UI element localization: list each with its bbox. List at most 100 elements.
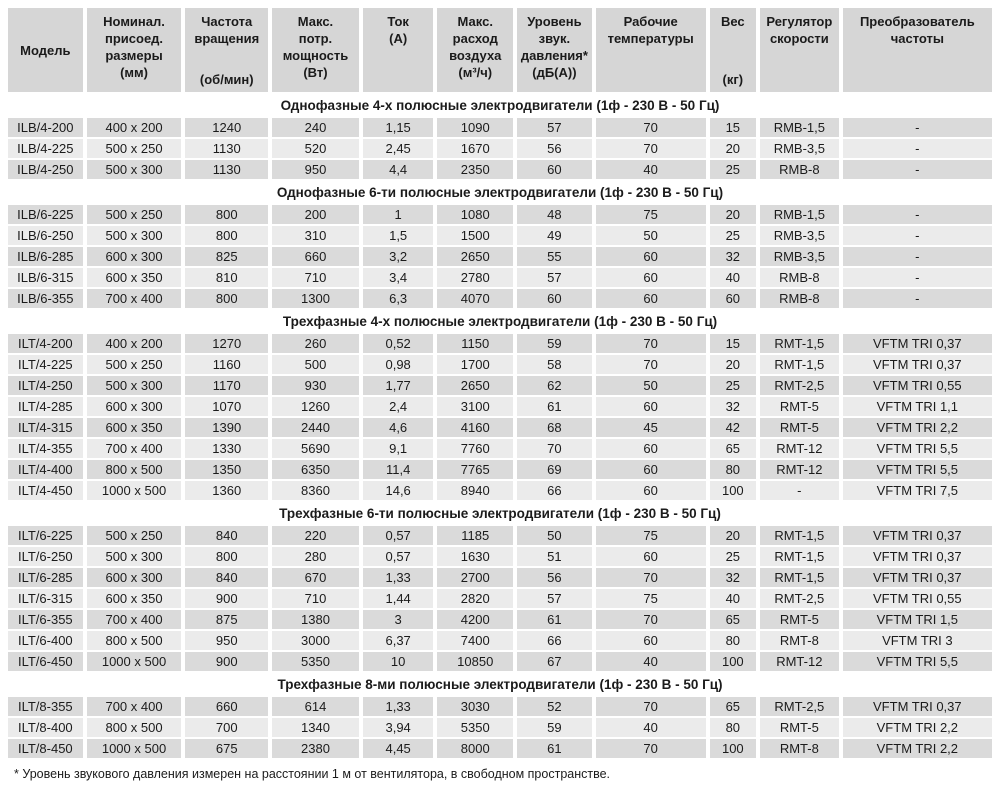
cell-sound: 57 (517, 268, 592, 287)
column-header-label: присоед. (104, 31, 164, 46)
column-header-label: Регулятор (766, 14, 833, 29)
cell-airflow: 7760 (437, 439, 514, 458)
cell-current: 1,33 (362, 697, 434, 716)
cell-regulator: RMT-1,5 (760, 355, 839, 374)
cell-power: 660 (272, 247, 359, 266)
cell-temp: 50 (595, 226, 706, 245)
column-header-label: Макс. (297, 14, 334, 29)
cell-model: ILB/6-285 (8, 247, 83, 266)
cell-sound: 48 (517, 205, 592, 224)
cell-converter: VFTM TRI 3 (842, 631, 992, 650)
cell-airflow: 5350 (437, 718, 514, 737)
column-header-dims: Номинал. присоед. размеры (мм) (86, 8, 182, 92)
cell-temp: 60 (595, 397, 706, 416)
cell-dims: 600 x 350 (86, 268, 182, 287)
cell-model: ILT/4-225 (8, 355, 83, 374)
cell-regulator: RMT-12 (760, 439, 839, 458)
cell-regulator: RMB-1,5 (760, 205, 839, 224)
cell-model: ILB/4-225 (8, 139, 83, 158)
cell-current: 3 (362, 610, 434, 629)
column-header-label: мощность (282, 48, 349, 63)
cell-current: 4,45 (362, 739, 434, 758)
cell-sound: 60 (517, 289, 592, 308)
cell-weight: 65 (709, 610, 757, 629)
cell-current: 1,33 (362, 568, 434, 587)
cell-weight: 25 (709, 376, 757, 395)
cell-weight: 80 (709, 718, 757, 737)
column-header-weight: Вес (кг) (709, 8, 757, 92)
column-header-label: (Вт) (303, 65, 328, 80)
cell-airflow: 2820 (437, 589, 514, 608)
cell-regulator: RMT-5 (760, 397, 839, 416)
cell-dims: 500 x 250 (86, 355, 182, 374)
cell-weight: 100 (709, 481, 757, 500)
table-row: ILB/6-355 700 x 400 800 1300 6,3 4070 60 60 60 RM… (8, 289, 992, 308)
cell-airflow: 1670 (437, 139, 514, 158)
table-row: ILT/4-315 600 x 350 1390 2440 4,6 4160 68 45 42 R… (8, 418, 992, 437)
cell-regulator: RMT-12 (760, 652, 839, 671)
cell-power: 1300 (272, 289, 359, 308)
column-header-sound: Уровень звук. давления* (дБ(А)) (517, 8, 592, 92)
cell-temp: 60 (595, 289, 706, 308)
cell-temp: 70 (595, 139, 706, 158)
table-row: ILT/6-315 600 x 350 900 710 1,44 2820 57 75 40 RM… (8, 589, 992, 608)
cell-regulator: RMB-1,5 (760, 118, 839, 137)
cell-current: 1,77 (362, 376, 434, 395)
cell-converter: - (842, 118, 992, 137)
cell-weight: 20 (709, 205, 757, 224)
cell-dims: 500 x 300 (86, 226, 182, 245)
cell-airflow: 2350 (437, 160, 514, 179)
cell-converter: VFTM TRI 0,37 (842, 697, 992, 716)
table-row: ILT/4-225 500 x 250 1160 500 0,98 1700 58 70 20 R… (8, 355, 992, 374)
cell-sound: 57 (517, 118, 592, 137)
section-title: Трехфазные 6-ти полюсные электродвигател… (8, 502, 992, 524)
cell-temp: 40 (595, 718, 706, 737)
cell-airflow: 2700 (437, 568, 514, 587)
cell-power: 240 (272, 118, 359, 137)
column-header-label: воздуха (449, 48, 502, 63)
cell-sound: 62 (517, 376, 592, 395)
cell-converter: VFTM TRI 0,37 (842, 547, 992, 566)
table-row: ILB/4-225 500 x 250 1130 520 2,45 1670 56 70 20 R… (8, 139, 992, 158)
cell-weight: 20 (709, 526, 757, 545)
cell-dims: 700 x 400 (86, 439, 182, 458)
cell-model: ILT/4-285 (8, 397, 83, 416)
column-header-label: потр. (298, 31, 333, 46)
column-header-label: размеры (105, 48, 163, 63)
table-row: ILB/4-200 400 x 200 1240 240 1,15 1090 57 70 15 R… (8, 118, 992, 137)
cell-sound: 51 (517, 547, 592, 566)
cell-current: 4,4 (362, 160, 434, 179)
cell-rpm: 660 (185, 697, 269, 716)
cell-dims: 500 x 250 (86, 205, 182, 224)
cell-converter: - (842, 289, 992, 308)
fan-spec-table: Модель Номинал. присоед. размеры (мм) Частота… (4, 6, 996, 760)
cell-dims: 600 x 300 (86, 247, 182, 266)
cell-regulator: RMT-12 (760, 460, 839, 479)
cell-weight: 80 (709, 460, 757, 479)
cell-rpm: 1240 (185, 118, 269, 137)
cell-weight: 32 (709, 247, 757, 266)
cell-current: 10 (362, 652, 434, 671)
cell-rpm: 800 (185, 205, 269, 224)
cell-rpm: 1270 (185, 334, 269, 353)
cell-model: ILT/8-355 (8, 697, 83, 716)
column-header-label: Частота (201, 14, 253, 29)
cell-temp: 70 (595, 610, 706, 629)
table-row: ILT/4-400 800 x 500 1350 6350 11,4 7765 69 60 80… (8, 460, 992, 479)
cell-power: 3000 (272, 631, 359, 650)
column-header-power: Макс. потр. мощность (Вт) (272, 8, 359, 92)
cell-model: ILB/6-355 (8, 289, 83, 308)
cell-regulator: RMT-8 (760, 739, 839, 758)
cell-dims: 500 x 300 (86, 376, 182, 395)
cell-model: ILT/8-450 (8, 739, 83, 758)
column-header-label: (А) (389, 31, 408, 46)
column-header-unit: (об/мин) (199, 72, 254, 87)
cell-converter: - (842, 268, 992, 287)
cell-converter: VFTM TRI 1,1 (842, 397, 992, 416)
cell-converter: VFTM TRI 0,55 (842, 589, 992, 608)
cell-regulator: RMT-1,5 (760, 526, 839, 545)
cell-regulator: RMT-1,5 (760, 334, 839, 353)
cell-current: 9,1 (362, 439, 434, 458)
cell-weight: 100 (709, 652, 757, 671)
cell-airflow: 4200 (437, 610, 514, 629)
